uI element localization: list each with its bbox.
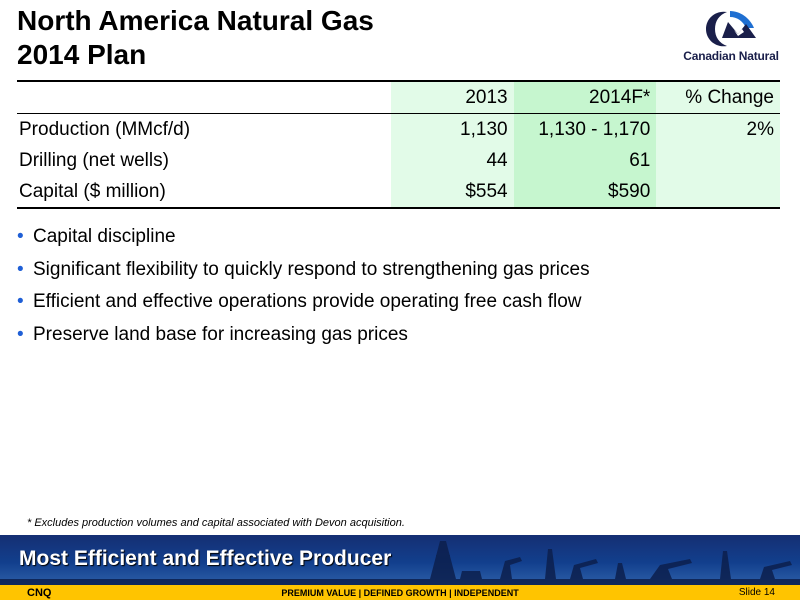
footnote: * Excludes production volumes and capita… xyxy=(27,517,405,529)
table-header-pct-change: % Change xyxy=(656,82,780,114)
bullet-icon: • xyxy=(17,323,24,345)
footer-ticker: CNQ xyxy=(27,587,52,599)
bullet-icon: • xyxy=(17,258,24,280)
plan-table: 2013 2014F* % Change Production (MMcf/d)… xyxy=(17,82,780,209)
table-row: Drilling (net wells) 44 61 xyxy=(17,145,780,176)
cell-2013: 44 xyxy=(390,145,514,176)
bullet-icon: • xyxy=(17,291,24,312)
bullet-icon: • xyxy=(17,226,24,247)
list-item: • Significant flexibility to quickly resp… xyxy=(17,257,777,290)
bullet-text: Capital discipline xyxy=(33,226,176,247)
row-label: Capital ($ million) xyxy=(17,176,391,209)
cell-2014f: 61 xyxy=(513,145,657,176)
table-header-blank xyxy=(17,82,391,114)
cell-pct-change xyxy=(656,176,780,209)
row-label: Drilling (net wells) xyxy=(19,149,169,171)
bullet-list: • Capital discipline • Significant flexibi… xyxy=(17,224,777,354)
page-title: North America Natural Gas 2014 Plan xyxy=(17,4,374,72)
tagline-banner: Most Efficient and Effective Producer xyxy=(0,535,800,585)
table-header-2014f: 2014F* xyxy=(513,82,657,114)
title-line-1: North America Natural Gas xyxy=(17,5,374,36)
title-divider xyxy=(17,80,780,82)
footer-tagline: PREMIUM VALUE | DEFINED GROWTH | INDEPEN… xyxy=(281,588,519,598)
cell-pct-change: 2% xyxy=(656,113,780,145)
title-line-2: 2014 Plan xyxy=(17,39,147,70)
list-item: • Preserve land base for increasing gas p… xyxy=(17,322,777,355)
company-logo: Canadian Natural xyxy=(672,8,790,66)
list-item: • Efficient and effective operations prov… xyxy=(17,289,777,322)
banner-title: Most Efficient and Effective Producer xyxy=(19,547,392,570)
row-label: Production (MMcf/d) xyxy=(19,118,191,140)
logo-wordmark: Canadian Natural xyxy=(683,49,779,63)
bullet-text: Preserve land base for increasing gas pr… xyxy=(33,323,408,345)
bullet-text: Efficient and effective operations provi… xyxy=(33,291,582,312)
canadian-natural-logo-icon xyxy=(706,11,756,47)
cell-2013: $554 xyxy=(390,176,514,209)
table-row: Capital ($ million) $554 $590 xyxy=(17,176,780,209)
cell-2013: 1,130 xyxy=(390,113,514,145)
table-header-2013: 2013 xyxy=(390,82,514,114)
cell-pct-change xyxy=(656,145,780,176)
bullet-text: Significant flexibility to quickly respo… xyxy=(33,258,590,280)
table-row: Production (MMcf/d) 1,130 1,130 - 1,170 … xyxy=(17,113,780,145)
list-item: • Capital discipline xyxy=(17,224,777,257)
cell-2014f: $590 xyxy=(513,176,657,209)
footer-bar: CNQ PREMIUM VALUE | DEFINED GROWTH | IND… xyxy=(0,585,800,600)
cell-2014f: 1,130 - 1,170 xyxy=(513,113,657,145)
oilfield-silhouette-icon xyxy=(0,541,800,585)
slide-number: Slide 14 xyxy=(738,587,775,598)
table-header-row: 2013 2014F* % Change xyxy=(17,82,780,114)
